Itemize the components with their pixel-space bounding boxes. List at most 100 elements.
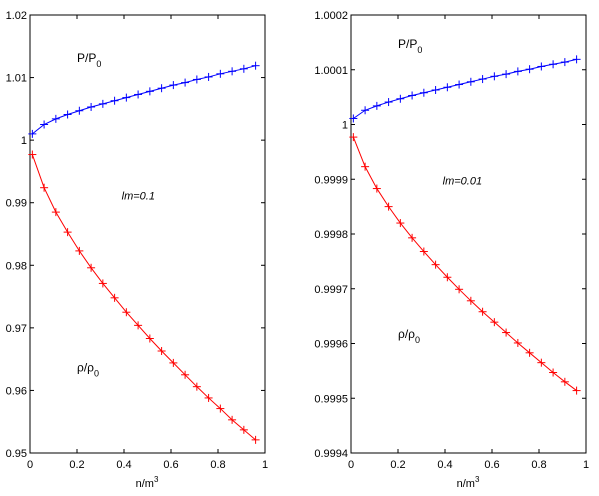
data-point-marker [549, 368, 558, 377]
y-tick-label: 0.96 [6, 385, 27, 397]
x-tick-label: 0.2 [69, 459, 84, 471]
data-point-marker [216, 404, 225, 413]
data-point-marker [384, 202, 393, 211]
plot-area-frame [29, 14, 266, 454]
data-point-marker [251, 61, 260, 70]
x-tick-label: 0.4 [437, 459, 452, 471]
data-point-marker [466, 77, 475, 86]
data-point-marker [455, 80, 464, 89]
data-point-marker [204, 72, 213, 81]
data-point-marker [490, 72, 499, 81]
series-label-1: ρ/ρ0 [77, 361, 99, 379]
x-tick-label: 0 [348, 459, 354, 471]
y-tick-label: 0.99 [6, 198, 27, 210]
data-point-marker [181, 78, 190, 87]
data-point-marker [537, 358, 546, 367]
y-tick-label: 1 [21, 135, 27, 147]
data-point-marker [75, 106, 84, 115]
data-point-marker [110, 96, 119, 105]
y-tick-label: 0.97 [6, 323, 27, 335]
data-point-marker [443, 273, 452, 282]
data-point-marker [63, 228, 72, 237]
data-point-marker [525, 65, 534, 74]
series-line-0 [32, 65, 256, 135]
data-point-marker [87, 102, 96, 111]
data-point-marker [478, 75, 487, 84]
series-layer [28, 61, 260, 444]
data-point-marker [204, 393, 213, 402]
x-axis-ticks: 0 0.2 0.4 0.6 0.8 1 [27, 15, 268, 471]
x-tick-label: 0.8 [531, 459, 546, 471]
y-tick-label: 0.9999 [314, 174, 348, 186]
data-point-marker [51, 208, 60, 217]
x-tick-label: 0.4 [116, 459, 131, 471]
data-point-marker [361, 162, 370, 171]
data-point-marker [537, 62, 546, 71]
x-tick-label: 0.6 [484, 459, 499, 471]
series-line-1 [352, 136, 577, 391]
y-tick-label: 1.02 [6, 10, 27, 22]
data-point-marker [157, 347, 166, 356]
data-point-marker [419, 247, 428, 256]
data-point-marker [431, 86, 440, 95]
data-point-marker [572, 386, 581, 395]
data-point-marker [145, 334, 154, 343]
data-point-marker [349, 114, 358, 123]
data-point-marker [455, 285, 464, 294]
y-tick-label: 0.9994 [314, 448, 348, 460]
data-point-marker [98, 99, 107, 108]
data-point-marker [63, 110, 72, 119]
y-tick-label: 0.98 [6, 260, 27, 272]
y-axis-ticks: 0.9994 0.9995 0.9996 0.9997 0.9998 0.9999 1 1.0… [314, 10, 586, 460]
y-tick-label: 0.9997 [314, 284, 348, 296]
y-tick-label: 1 [342, 120, 348, 132]
data-point-marker [490, 318, 499, 327]
data-point-marker [122, 308, 131, 317]
data-point-marker [408, 233, 417, 242]
series-label-1: ρ/ρ0 [398, 327, 420, 345]
data-point-marker [396, 219, 405, 228]
data-point-marker [349, 133, 358, 142]
data-point-marker [361, 106, 370, 115]
data-point-marker [466, 296, 475, 305]
data-point-marker [572, 55, 581, 64]
x-axis-ticks: 0 0.2 0.4 0.6 0.8 1 [348, 15, 589, 471]
y-tick-label: 1.01 [6, 73, 27, 85]
data-point-marker [549, 60, 558, 69]
y-tick-label: 0.9996 [314, 339, 348, 351]
data-point-marker [134, 321, 143, 330]
data-point-marker [40, 183, 49, 192]
x-tick-label: 0.6 [163, 459, 178, 471]
data-point-marker [28, 129, 37, 138]
data-point-marker [51, 114, 60, 123]
y-tick-label: 0.9995 [314, 393, 348, 405]
x-axis-label: n/m3 [457, 475, 480, 490]
data-point-marker [431, 260, 440, 269]
data-point-marker [560, 377, 569, 386]
series-label-0: P/P0 [398, 37, 422, 55]
data-point-marker [110, 293, 119, 302]
x-tick-label: 1 [583, 459, 589, 471]
data-point-marker [384, 98, 393, 107]
data-point-marker [513, 338, 522, 347]
parameter-annotation: lm=0.1 [122, 191, 155, 203]
data-point-marker [134, 90, 143, 99]
series-layer [349, 55, 581, 395]
data-point-marker [75, 246, 84, 255]
data-point-marker [192, 75, 201, 84]
data-point-marker [239, 64, 248, 73]
series-line-0 [353, 58, 577, 119]
data-point-marker [216, 69, 225, 78]
data-point-marker [228, 415, 237, 424]
data-point-marker [157, 84, 166, 93]
data-point-marker [396, 94, 405, 103]
series-label-0: P/P0 [77, 51, 101, 69]
data-point-marker [372, 101, 381, 110]
chart-panel-right: 0 0.2 0.4 0.6 0.8 1 0.99940.99950.99960.99970… [314, 10, 589, 490]
x-tick-label: 0 [27, 459, 33, 471]
data-point-marker [192, 382, 201, 391]
chart-panel-left: 0 0.2 0.4 0.6 0.8 1 0.95 0.96 0.97 0.98 0.99 1 1.01… [6, 10, 268, 490]
y-axis-ticks: 0.95 0.96 0.97 0.98 0.99 1 1.01 1.02 [6, 10, 265, 460]
data-point-marker [239, 425, 248, 434]
data-point-marker [122, 93, 131, 102]
